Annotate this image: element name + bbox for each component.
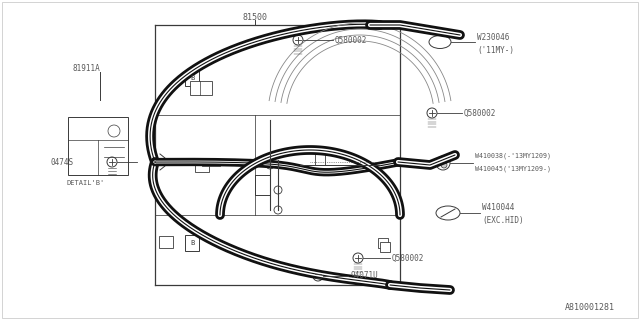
Circle shape — [427, 108, 437, 118]
Text: Q580002: Q580002 — [335, 36, 367, 44]
Circle shape — [274, 186, 282, 194]
Circle shape — [441, 162, 447, 168]
Circle shape — [293, 35, 303, 45]
Text: W230046: W230046 — [477, 33, 509, 42]
Text: B: B — [190, 240, 194, 246]
Text: ('11MY-): ('11MY-) — [477, 45, 514, 54]
Circle shape — [436, 156, 450, 170]
Text: Q580002: Q580002 — [392, 253, 424, 262]
Ellipse shape — [436, 206, 460, 220]
Bar — [315, 151, 325, 165]
Bar — [380, 242, 390, 252]
Ellipse shape — [429, 36, 451, 49]
Text: 0474S: 0474S — [50, 157, 73, 166]
Bar — [68, 117, 128, 175]
Text: A810001281: A810001281 — [565, 303, 615, 313]
Bar — [378, 238, 388, 248]
Text: W410045('13MY1209-): W410045('13MY1209-) — [475, 166, 551, 172]
Text: (EXC.HID): (EXC.HID) — [482, 215, 524, 225]
Bar — [185, 70, 199, 86]
Circle shape — [274, 206, 282, 214]
Bar — [195, 160, 209, 172]
Text: 81911A: 81911A — [72, 63, 100, 73]
Bar — [190, 81, 212, 95]
Text: 81500: 81500 — [243, 12, 268, 21]
Text: DETAIL'B': DETAIL'B' — [66, 180, 104, 186]
Circle shape — [107, 157, 117, 167]
Text: Q580002: Q580002 — [464, 108, 497, 117]
Text: W410044: W410044 — [482, 203, 515, 212]
Circle shape — [108, 125, 120, 137]
Bar — [185, 235, 199, 251]
Circle shape — [313, 271, 323, 281]
Circle shape — [266, 161, 274, 169]
Text: W410038(-'13MY1209): W410038(-'13MY1209) — [475, 153, 551, 159]
Text: B: B — [190, 75, 194, 81]
Bar — [159, 236, 173, 248]
Text: 94071U: 94071U — [350, 271, 378, 281]
Circle shape — [353, 253, 363, 263]
